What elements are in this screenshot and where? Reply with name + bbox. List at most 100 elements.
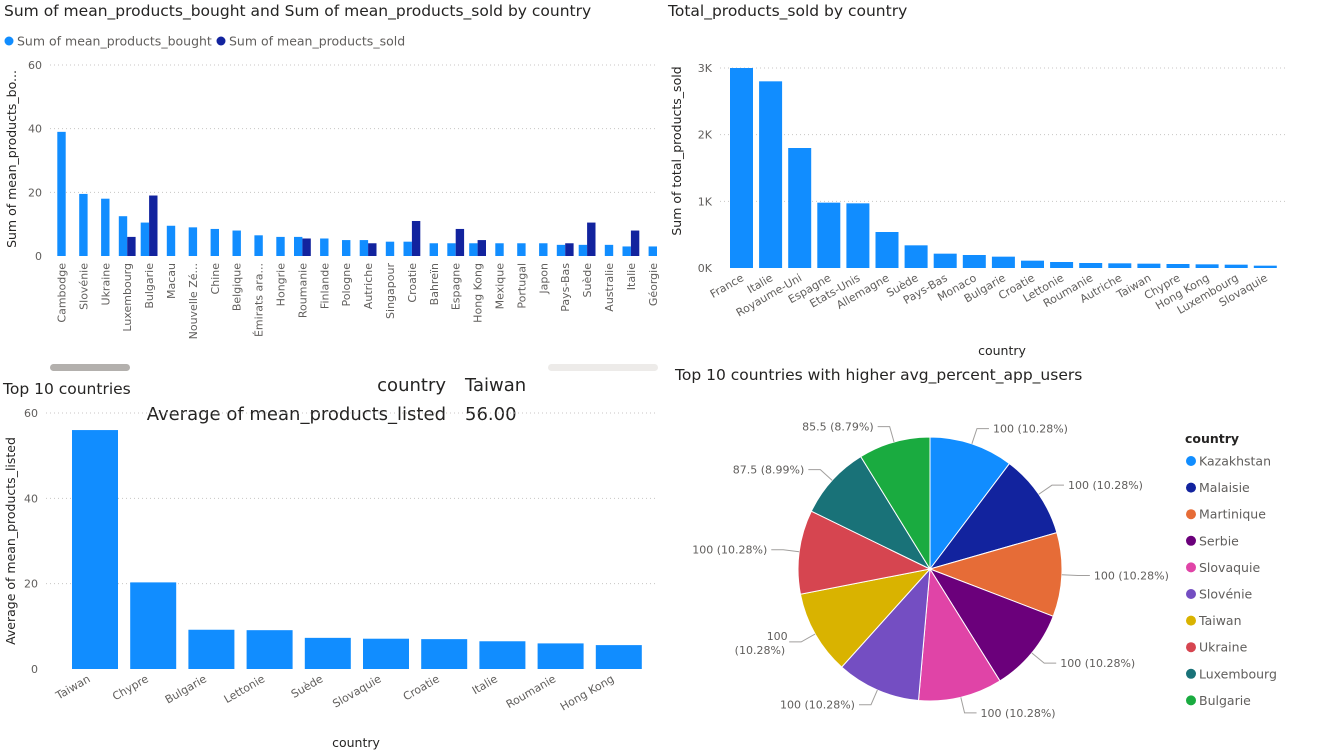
legend-label-slovaquie[interactable]: Slovaquie [1199, 560, 1260, 575]
bar-autriche[interactable] [1108, 263, 1132, 268]
bar-espagne[interactable] [817, 202, 841, 268]
legend-marker-serbie [1186, 535, 1196, 546]
bar-bulgarie[interactable] [188, 629, 235, 669]
bar-italie[interactable] [759, 81, 783, 268]
bar-bought-chine[interactable] [210, 228, 219, 256]
legend-label-malaisie[interactable]: Malaisie [1199, 480, 1250, 495]
bar-bought-bahrein[interactable] [429, 243, 438, 256]
bar-lettonie[interactable] [1050, 262, 1074, 268]
bar-hong-kong[interactable] [595, 645, 642, 669]
pie-slice-slovenie[interactable] [840, 567, 931, 702]
pie-slice-martinique[interactable] [928, 531, 1063, 617]
chart1-legend[interactable]: Sum of mean_products_bought Sum of mean_… [4, 34, 406, 49]
bar-bought-autriche[interactable] [359, 240, 369, 256]
chart-top10-listed: Top 10 countries country Taiwan Average … [2, 375, 656, 750]
legend-marker-luxembourg [1186, 668, 1196, 679]
pie-slice-taiwan[interactable] [799, 568, 932, 668]
bar-etats-unis[interactable] [846, 203, 870, 268]
bar-bought-australie[interactable] [604, 244, 614, 256]
bar-bought-croatie[interactable] [403, 241, 412, 256]
bar-chypre[interactable] [1166, 264, 1190, 268]
bar-bought-cambodge[interactable] [57, 131, 66, 256]
bar-italie[interactable] [479, 641, 526, 669]
bar-roumanie[interactable] [1079, 263, 1103, 268]
bar-sold-roumanie[interactable] [302, 238, 311, 256]
bar-sold-autriche[interactable] [368, 243, 377, 256]
bar-croatie[interactable] [1021, 260, 1044, 268]
bar-bought-emirats-ara[interactable] [254, 235, 263, 256]
bar-france[interactable] [730, 68, 753, 268]
bar-bulgarie[interactable] [991, 256, 1015, 268]
bar-bought-luxembourg[interactable] [118, 216, 128, 256]
chart3-x-axis: Taiwan Chypre Bulgarie Lettonie Suède Slovaqu… [53, 672, 617, 713]
pie-leader-line [789, 633, 816, 643]
legend-label-martinique[interactable]: Martinique [1199, 507, 1266, 522]
pie-leader-line [1038, 484, 1064, 495]
pie-slice-slovaquie[interactable] [917, 567, 1001, 702]
bar-pays-bas[interactable] [933, 253, 957, 268]
bar-monaco[interactable] [962, 255, 986, 268]
legend-label-taiwan[interactable]: Taiwan [1198, 613, 1242, 628]
bar-lettonie[interactable] [246, 630, 293, 669]
x-tick-label: Bulgarie [143, 263, 156, 309]
bar-sold-bulgarie[interactable] [149, 195, 158, 256]
bar-hong-kong[interactable] [1195, 264, 1219, 268]
bar-bought-singapour[interactable] [385, 241, 395, 256]
bar-bought-pologne[interactable] [342, 240, 351, 256]
bar-bought-japon[interactable] [539, 243, 548, 256]
bar-chypre[interactable] [130, 582, 177, 669]
bar-sold-espagne[interactable] [455, 228, 465, 256]
bar-bought-finlande[interactable] [320, 238, 329, 256]
bar-bought-espagne[interactable] [447, 243, 456, 256]
bar-bought-pays-bas[interactable] [556, 244, 566, 256]
bar-croatie[interactable] [421, 639, 468, 669]
legend-label-serbie[interactable]: Serbie [1199, 533, 1239, 548]
bar-taiwan[interactable] [1137, 263, 1161, 268]
bar-bought-macau[interactable] [166, 225, 176, 256]
bar-bought-roumanie[interactable] [294, 236, 303, 256]
bar-bought-mexique[interactable] [495, 243, 504, 256]
bar-royaume-uni[interactable] [788, 148, 812, 268]
bar-sold-suede[interactable] [587, 222, 596, 256]
bar-sold-pays-bas[interactable] [565, 243, 574, 256]
bar-bought-italie[interactable] [622, 246, 631, 256]
pie-slice-ukraine[interactable] [797, 510, 932, 595]
bar-bought-georgie[interactable] [648, 246, 657, 256]
bar-slovaquie[interactable] [363, 638, 409, 669]
legend-label-bulgarie[interactable]: Bulgarie [1199, 693, 1251, 708]
bar-bought-ukraine[interactable] [101, 198, 110, 256]
pie-slice-serbie[interactable] [928, 567, 1054, 682]
bar-roumanie[interactable] [537, 643, 584, 669]
legend-marker-martinique [1186, 509, 1196, 520]
bar-sold-luxembourg[interactable] [127, 236, 136, 256]
bar-bought-belgique[interactable] [232, 230, 241, 256]
bar-bought-hong-kong[interactable] [469, 243, 478, 256]
chart1-scrollbar-left[interactable] [50, 364, 130, 371]
pie-slice-kazakhstan[interactable] [929, 436, 1011, 571]
legend-label-slovenie[interactable]: Slovénie [1199, 587, 1253, 602]
bar-luxembourg[interactable] [1224, 264, 1248, 268]
bar-suede[interactable] [904, 245, 928, 268]
pie-slice-malaisie[interactable] [928, 462, 1058, 570]
bar-bought-portugal[interactable] [517, 243, 526, 256]
chart-bought-sold: Sum of mean_products_bought and Sum of m… [4, 2, 660, 371]
bar-bought-bulgarie[interactable] [140, 222, 150, 256]
bar-bought-slovenie[interactable] [79, 193, 88, 256]
legend-label-kazakhstan[interactable]: Kazakhstan [1199, 454, 1271, 469]
bar-bought-nouvelle-ze[interactable] [188, 227, 198, 256]
bar-allemagne[interactable] [875, 232, 899, 268]
bar-sold-hong-kong[interactable] [477, 240, 486, 256]
x-tick-label: Chine [209, 263, 222, 295]
bar-sold-croatie[interactable] [411, 220, 421, 256]
y-tick-label: 0 [35, 250, 42, 263]
bar-taiwan[interactable] [72, 430, 118, 669]
bar-slovaquie[interactable] [1253, 265, 1277, 268]
legend-label-luxembourg[interactable]: Luxembourg [1199, 666, 1277, 681]
legend-label-ukraine[interactable]: Ukraine [1199, 640, 1248, 655]
chart1-scrollbar-right[interactable] [548, 364, 658, 371]
bar-bought-suede[interactable] [578, 244, 588, 256]
bar-bought-hongrie[interactable] [276, 236, 285, 256]
bar-suede[interactable] [304, 637, 351, 669]
x-tick-label: Hong Kong [472, 263, 485, 323]
bar-sold-italie[interactable] [630, 230, 640, 256]
